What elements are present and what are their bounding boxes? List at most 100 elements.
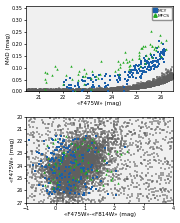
Point bbox=[60, 173, 63, 177]
Point bbox=[58, 89, 61, 93]
Point bbox=[91, 144, 94, 147]
Point bbox=[167, 76, 170, 79]
Point bbox=[73, 182, 76, 185]
Point bbox=[28, 88, 31, 91]
Point bbox=[94, 89, 97, 92]
Point bbox=[140, 141, 143, 145]
Point bbox=[60, 172, 63, 176]
Point bbox=[31, 88, 33, 92]
Point bbox=[62, 177, 65, 180]
Point bbox=[83, 88, 86, 92]
Point bbox=[153, 83, 156, 86]
Point bbox=[66, 177, 68, 180]
Point bbox=[111, 88, 114, 92]
Point bbox=[158, 79, 161, 82]
Point bbox=[98, 157, 101, 160]
Point bbox=[34, 186, 37, 190]
Point bbox=[170, 78, 172, 82]
Point bbox=[35, 151, 38, 154]
Point bbox=[103, 167, 106, 170]
Point bbox=[118, 87, 121, 91]
Point bbox=[118, 87, 121, 91]
Point bbox=[65, 89, 68, 93]
Point bbox=[96, 161, 98, 165]
Point bbox=[66, 177, 68, 180]
Point bbox=[94, 140, 97, 144]
Point bbox=[91, 164, 94, 167]
Point bbox=[72, 165, 75, 169]
Point bbox=[76, 196, 79, 199]
Point bbox=[76, 88, 78, 92]
Point bbox=[153, 83, 156, 87]
Point bbox=[88, 89, 91, 93]
Point bbox=[72, 167, 75, 170]
Point bbox=[122, 87, 125, 91]
Point bbox=[79, 150, 82, 154]
Point bbox=[85, 153, 88, 157]
Point bbox=[126, 86, 129, 90]
Point bbox=[88, 89, 91, 93]
Point bbox=[59, 132, 62, 136]
Point bbox=[125, 86, 127, 90]
Point bbox=[59, 175, 62, 179]
Point bbox=[73, 155, 76, 159]
Point bbox=[102, 88, 105, 92]
Point bbox=[98, 166, 101, 169]
Point bbox=[99, 89, 102, 93]
Point bbox=[102, 145, 105, 148]
Point bbox=[86, 172, 88, 175]
Point bbox=[152, 64, 155, 68]
Point bbox=[83, 148, 86, 151]
Point bbox=[68, 166, 71, 170]
Point bbox=[58, 169, 61, 173]
Point bbox=[90, 142, 93, 146]
Point bbox=[41, 89, 44, 92]
Point bbox=[102, 131, 105, 134]
Point bbox=[41, 89, 44, 92]
Point bbox=[101, 89, 104, 92]
Point bbox=[106, 89, 109, 92]
Point bbox=[94, 174, 97, 178]
Point bbox=[62, 178, 65, 181]
Point bbox=[101, 169, 104, 173]
Point bbox=[122, 87, 125, 91]
Point bbox=[116, 88, 119, 92]
Point bbox=[84, 167, 86, 170]
Point bbox=[103, 190, 106, 193]
Point bbox=[64, 184, 67, 187]
Point bbox=[37, 88, 39, 92]
Point bbox=[46, 88, 49, 92]
Point bbox=[87, 174, 90, 178]
Point bbox=[88, 89, 91, 93]
Point bbox=[105, 162, 108, 165]
Point bbox=[55, 164, 58, 167]
Point bbox=[144, 84, 147, 88]
Point bbox=[92, 151, 95, 155]
Point bbox=[72, 142, 75, 146]
Point bbox=[42, 89, 45, 92]
Point bbox=[57, 177, 60, 181]
Point bbox=[59, 88, 62, 92]
Point bbox=[31, 89, 33, 93]
Point bbox=[73, 162, 75, 166]
Point bbox=[82, 146, 85, 149]
Point bbox=[79, 89, 82, 92]
Point bbox=[52, 171, 55, 174]
Point bbox=[94, 156, 96, 160]
Point bbox=[118, 88, 121, 92]
Point bbox=[50, 175, 53, 178]
Point bbox=[153, 84, 156, 87]
Point bbox=[61, 159, 64, 163]
Point bbox=[72, 163, 75, 167]
Point bbox=[89, 135, 92, 138]
Point bbox=[160, 82, 163, 85]
Point bbox=[54, 164, 57, 167]
Point bbox=[71, 182, 74, 186]
Point bbox=[79, 169, 82, 172]
Point bbox=[60, 169, 63, 173]
Point bbox=[77, 170, 80, 174]
Point bbox=[110, 154, 113, 157]
Point bbox=[121, 88, 124, 91]
Point bbox=[42, 174, 45, 178]
Point bbox=[78, 190, 80, 194]
